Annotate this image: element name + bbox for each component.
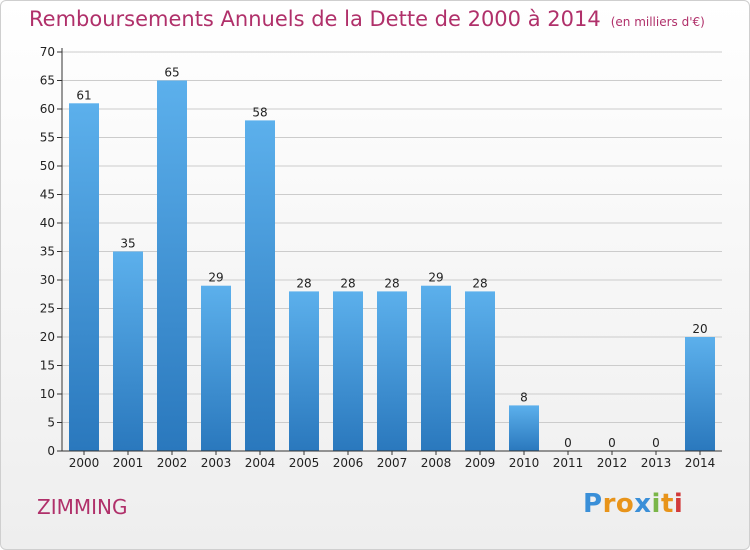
bar-2008: [421, 285, 451, 451]
data-label-2014: 20: [692, 322, 707, 336]
bar-2004: [245, 120, 275, 452]
proxiti-logo-letter: i: [673, 489, 684, 519]
bar-2001: [113, 251, 143, 451]
bars: 61 35 65 29 58 28 28 28 29 28 8 0 0 0 20: [69, 66, 715, 452]
x-tick-label-2010: 2010: [509, 456, 540, 470]
x-tick-label-2006: 2006: [333, 456, 364, 470]
y-tick-label: 25: [40, 302, 55, 316]
y-tick-label: 45: [40, 188, 55, 202]
chart-unit-note: (en milliers d'€): [610, 15, 705, 29]
y-tick-label: 0: [47, 444, 55, 458]
y-tick-label: 60: [40, 102, 55, 116]
data-label-2002: 65: [164, 66, 179, 80]
bar-2000: [69, 103, 99, 452]
data-label-2013: 0: [652, 436, 660, 450]
data-label-2009: 28: [472, 276, 487, 290]
x-tick-label-2011: 2011: [553, 456, 584, 470]
bar-2003: [201, 285, 231, 451]
x-tick-label-2004: 2004: [245, 456, 276, 470]
y-tick-label: 5: [47, 416, 55, 430]
x-tick-label-2013: 2013: [641, 456, 672, 470]
y-tick-label: 70: [40, 45, 55, 59]
bar-2009: [465, 291, 495, 451]
x-tick-label-2008: 2008: [421, 456, 452, 470]
x-tick-label-2000: 2000: [69, 456, 100, 470]
x-tick-label-2009: 2009: [465, 456, 496, 470]
bar-2005: [289, 291, 319, 451]
bar-2010: [509, 405, 539, 451]
data-label-2003: 29: [208, 271, 223, 285]
x-tick-label-2014: 2014: [685, 456, 716, 470]
bar-2006: [333, 291, 363, 451]
data-label-2007: 28: [384, 276, 399, 290]
commune-name: ZIMMING: [37, 495, 128, 519]
y-tick-label: 30: [40, 273, 55, 287]
data-label-2010: 8: [520, 390, 528, 404]
chart-title: Remboursements Annuels de la Dette de 20…: [29, 7, 705, 31]
y-tick-label: 40: [40, 216, 55, 230]
x-tick-label-2012: 2012: [597, 456, 628, 470]
proxiti-logo: Proxiti: [583, 489, 683, 519]
proxiti-logo-letter: t: [660, 489, 674, 519]
chart-title-text: Remboursements Annuels de la Dette de 20…: [29, 7, 601, 31]
bar-2002: [157, 80, 187, 451]
y-tick-label: 10: [40, 387, 55, 401]
x-tick-label-2005: 2005: [289, 456, 320, 470]
y-tick-label: 50: [40, 159, 55, 173]
y-tick-label: 35: [40, 245, 55, 259]
x-tick-label-2001: 2001: [113, 456, 144, 470]
data-label-2012: 0: [608, 436, 616, 450]
proxiti-logo-letter: x: [634, 489, 652, 519]
data-label-2001: 35: [120, 237, 135, 251]
data-label-2000: 61: [76, 88, 91, 102]
data-label-2008: 29: [428, 271, 443, 285]
data-label-2005: 28: [296, 276, 311, 290]
proxiti-logo-letter: o: [615, 489, 635, 519]
x-tick-label-2002: 2002: [157, 456, 188, 470]
proxiti-logo-letter: r: [602, 489, 616, 519]
proxiti-logo-letter: i: [651, 489, 661, 519]
x-tick-label-2007: 2007: [377, 456, 408, 470]
data-label-2011: 0: [564, 436, 572, 450]
y-tick-label: 15: [40, 359, 55, 373]
proxiti-logo-letter: P: [583, 489, 603, 519]
y-tick-label: 65: [40, 74, 55, 88]
bar-2014: [685, 337, 715, 451]
data-label-2004: 58: [252, 105, 267, 119]
data-label-2006: 28: [340, 276, 355, 290]
bar-2007: [377, 291, 407, 451]
y-tick-label: 55: [40, 131, 55, 145]
y-tick-label: 20: [40, 330, 55, 344]
x-tick-label-2003: 2003: [201, 456, 232, 470]
